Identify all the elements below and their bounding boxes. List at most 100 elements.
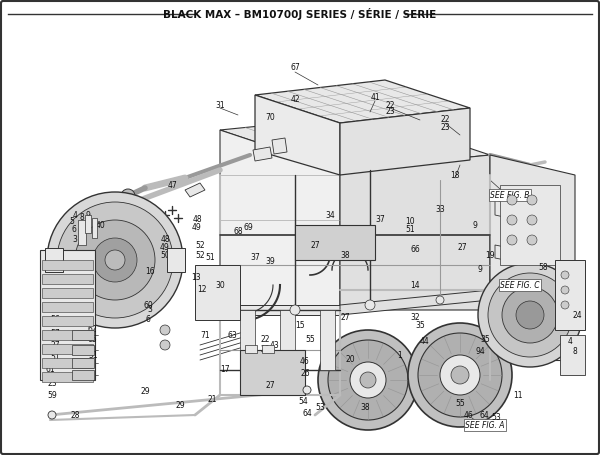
Circle shape xyxy=(436,296,444,304)
Text: 21: 21 xyxy=(207,395,217,404)
Text: SEE FIG. C: SEE FIG. C xyxy=(500,280,540,289)
Text: 71: 71 xyxy=(200,330,210,339)
Circle shape xyxy=(105,250,125,270)
Text: 24: 24 xyxy=(572,310,582,319)
Text: 94: 94 xyxy=(475,348,485,357)
Bar xyxy=(490,270,575,360)
Text: 9: 9 xyxy=(478,266,482,274)
Circle shape xyxy=(160,340,170,350)
Text: 49: 49 xyxy=(192,223,202,233)
Text: 61: 61 xyxy=(45,365,55,374)
Text: 42: 42 xyxy=(290,96,300,105)
Text: 26: 26 xyxy=(300,369,310,378)
Circle shape xyxy=(408,323,512,427)
Text: 35: 35 xyxy=(415,320,425,329)
Bar xyxy=(195,265,240,320)
Text: 41: 41 xyxy=(370,93,380,102)
Text: 5: 5 xyxy=(70,217,74,227)
Circle shape xyxy=(507,195,517,205)
Text: 51: 51 xyxy=(405,226,415,234)
Text: 10: 10 xyxy=(405,217,415,227)
Polygon shape xyxy=(340,155,490,310)
Circle shape xyxy=(507,235,517,245)
Circle shape xyxy=(507,215,517,225)
Polygon shape xyxy=(255,95,340,175)
Text: 34: 34 xyxy=(325,211,335,219)
Text: 22: 22 xyxy=(260,335,270,344)
Circle shape xyxy=(93,238,137,282)
Text: 46: 46 xyxy=(463,410,473,420)
Text: 52: 52 xyxy=(195,251,205,259)
Text: 16: 16 xyxy=(145,268,155,277)
Circle shape xyxy=(516,301,544,329)
Polygon shape xyxy=(200,305,340,315)
Text: 37: 37 xyxy=(250,253,260,263)
Circle shape xyxy=(502,287,558,343)
Text: 38: 38 xyxy=(340,251,350,259)
Text: 57: 57 xyxy=(50,329,60,338)
Text: 33: 33 xyxy=(435,206,445,214)
Text: 40: 40 xyxy=(95,221,105,229)
Text: 51: 51 xyxy=(205,253,215,263)
Text: 44: 44 xyxy=(420,338,430,347)
Text: 20: 20 xyxy=(345,355,355,364)
Circle shape xyxy=(121,189,135,203)
Text: 53: 53 xyxy=(315,404,325,413)
Bar xyxy=(42,302,93,312)
Circle shape xyxy=(488,273,572,357)
Text: 69: 69 xyxy=(243,223,253,233)
Text: 14: 14 xyxy=(410,280,420,289)
Text: 27: 27 xyxy=(265,380,275,389)
Text: 59: 59 xyxy=(47,390,57,399)
Circle shape xyxy=(360,372,376,388)
Circle shape xyxy=(75,220,155,300)
Text: 13: 13 xyxy=(191,273,201,283)
Text: 48: 48 xyxy=(192,216,202,224)
Text: 43: 43 xyxy=(270,340,280,349)
Text: 51: 51 xyxy=(88,350,98,359)
Bar xyxy=(72,345,94,355)
Polygon shape xyxy=(185,183,205,197)
Circle shape xyxy=(527,195,537,205)
Circle shape xyxy=(451,366,469,384)
Bar xyxy=(40,250,95,380)
Polygon shape xyxy=(253,147,272,161)
Bar xyxy=(42,316,93,326)
Text: 15: 15 xyxy=(295,320,305,329)
Circle shape xyxy=(561,286,569,294)
Text: 17: 17 xyxy=(220,365,230,374)
Bar xyxy=(555,260,585,330)
Text: 38: 38 xyxy=(360,404,370,413)
Bar xyxy=(45,248,63,272)
Bar xyxy=(42,288,93,298)
Bar xyxy=(240,310,255,370)
Text: 65: 65 xyxy=(87,335,97,344)
Text: 18: 18 xyxy=(450,171,460,180)
Bar xyxy=(72,370,94,380)
Text: 9: 9 xyxy=(473,221,478,229)
Circle shape xyxy=(527,235,537,245)
Bar xyxy=(92,218,97,238)
Text: BLACK MAX – BM10700J SERIES / SÉRIE / SERIE: BLACK MAX – BM10700J SERIES / SÉRIE / SE… xyxy=(163,8,437,20)
Text: 31: 31 xyxy=(215,101,225,110)
Text: 27: 27 xyxy=(50,340,60,349)
Text: 29: 29 xyxy=(140,388,150,396)
Text: 63: 63 xyxy=(227,330,237,339)
Circle shape xyxy=(561,271,569,279)
Text: 55: 55 xyxy=(305,335,315,344)
Text: 27: 27 xyxy=(310,241,320,249)
Text: 64: 64 xyxy=(479,410,489,420)
Bar xyxy=(280,310,295,370)
Text: 51: 51 xyxy=(50,354,60,363)
Text: 46: 46 xyxy=(300,358,310,366)
Bar xyxy=(42,344,93,354)
Bar xyxy=(262,345,274,353)
Text: 53: 53 xyxy=(491,414,501,423)
Text: 29: 29 xyxy=(175,400,185,410)
Circle shape xyxy=(561,301,569,309)
Circle shape xyxy=(48,411,56,419)
Bar xyxy=(240,350,305,395)
Text: 28: 28 xyxy=(70,410,80,420)
Polygon shape xyxy=(495,245,545,268)
Text: SEE FIG. B: SEE FIG. B xyxy=(490,191,530,199)
